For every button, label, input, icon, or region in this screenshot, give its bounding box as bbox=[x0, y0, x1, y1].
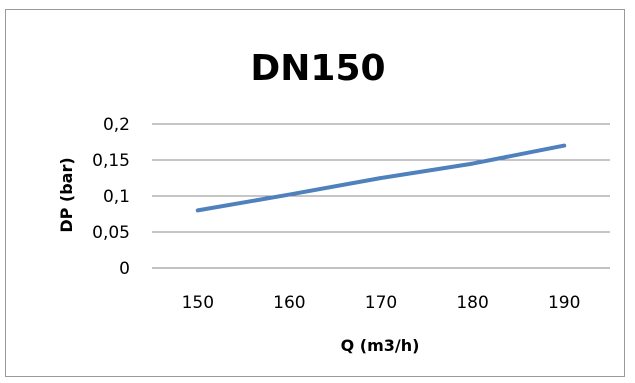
x-axis-label: Q (m3/h) bbox=[341, 336, 420, 355]
y-tick-labels: 0 0,05 0,1 0,15 0,2 bbox=[92, 115, 130, 279]
y-tick-label: 0,15 bbox=[92, 151, 130, 171]
chart-frame bbox=[5, 9, 625, 377]
x-tick-label: 180 bbox=[456, 293, 488, 313]
x-tick-label: 170 bbox=[365, 293, 397, 313]
y-tick-label: 0 bbox=[119, 259, 130, 279]
x-tick-label: 160 bbox=[273, 293, 305, 313]
y-tick-label: 0,1 bbox=[103, 187, 130, 207]
y-tick-label: 0,05 bbox=[92, 223, 130, 243]
x-tick-label: 150 bbox=[182, 293, 214, 313]
y-tick-label: 0,2 bbox=[103, 115, 130, 135]
chart-title: DN150 bbox=[250, 48, 385, 89]
x-tick-label: 190 bbox=[548, 293, 580, 313]
y-axis-label: DP (bar) bbox=[57, 157, 76, 232]
series-group bbox=[195, 143, 567, 213]
x-tick-labels: 150 160 170 180 190 bbox=[182, 293, 581, 313]
gridlines bbox=[152, 123, 610, 269]
series-line bbox=[195, 143, 567, 213]
